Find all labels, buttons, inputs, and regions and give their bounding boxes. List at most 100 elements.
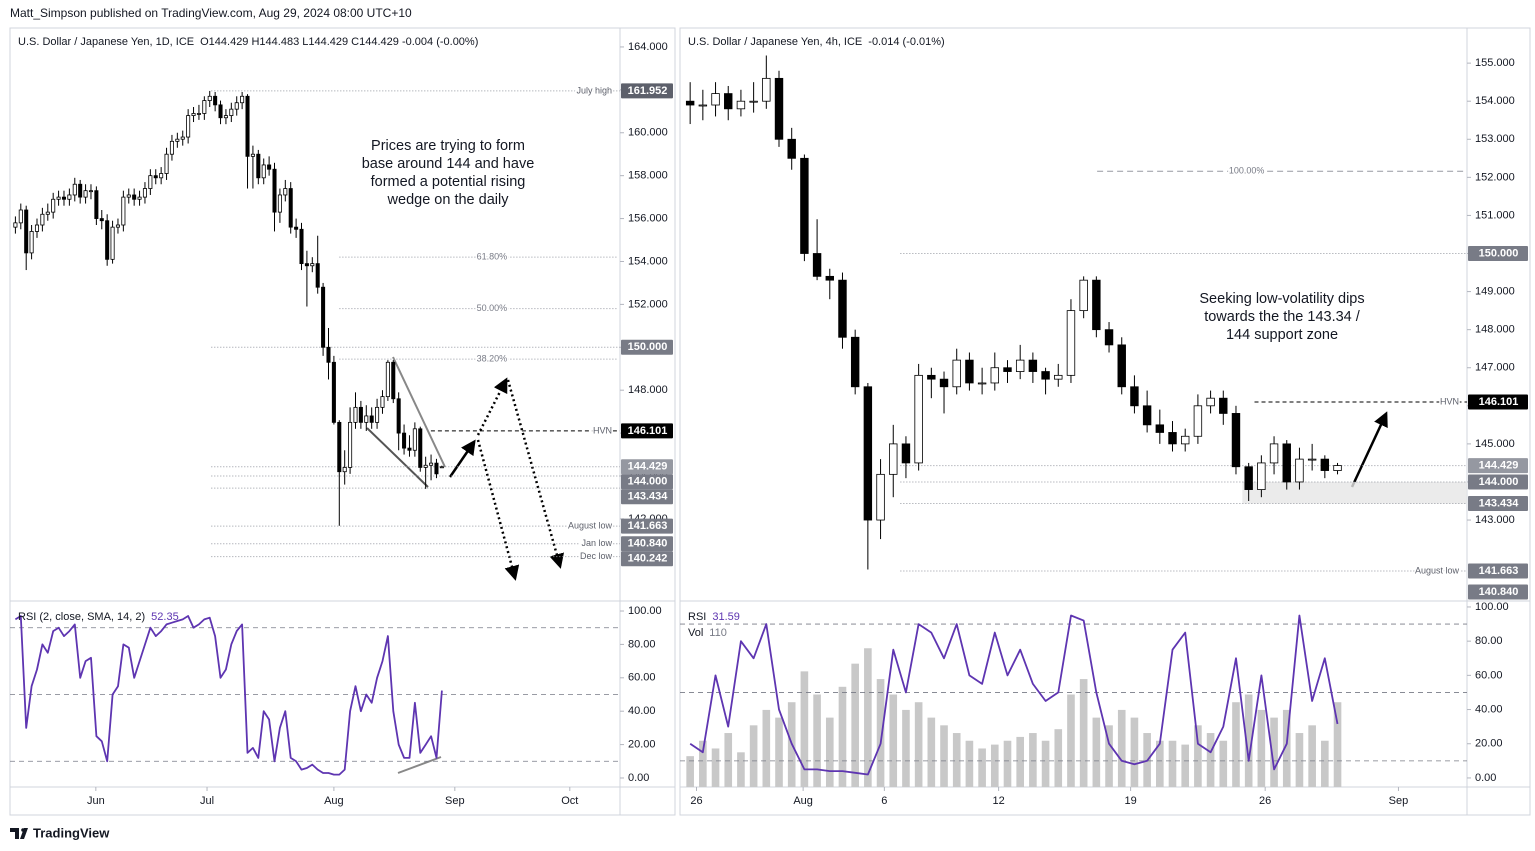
candle-body: [774, 77, 784, 140]
volume-bar: [737, 752, 745, 787]
candle-body: [1054, 374, 1063, 380]
candle-body: [1041, 371, 1050, 380]
x-tick-label: Jul: [200, 795, 214, 807]
candle-body: [29, 231, 34, 254]
candle-body: [94, 190, 99, 219]
candle-body: [34, 224, 40, 232]
volume-bar: [990, 744, 999, 787]
volume-bar: [952, 733, 961, 787]
left-frame: [9, 27, 676, 816]
volume-bar: [1232, 702, 1240, 787]
candle-body: [396, 398, 401, 434]
price-tag-label: 146.101: [628, 425, 668, 437]
y-tick-label: 151.000: [1475, 209, 1515, 221]
candle-body: [61, 196, 67, 200]
candle-body: [364, 415, 369, 423]
x-tick-label: Aug: [793, 795, 813, 807]
price-tag: [1468, 458, 1528, 474]
candle-body: [283, 188, 288, 196]
rsi-tick-label: 100.00: [1475, 601, 1509, 613]
price-tag: [1468, 246, 1528, 262]
candle-body: [132, 194, 137, 200]
candle-body: [1130, 386, 1139, 407]
wedge-line: [366, 427, 429, 488]
volume-bar: [1079, 679, 1088, 787]
volume-bar: [1092, 717, 1101, 787]
arrow: [448, 439, 476, 478]
arrow: [1350, 411, 1388, 488]
candle-body: [1155, 424, 1165, 433]
price-tag-label: 144.429: [1479, 460, 1519, 472]
candle-body: [121, 196, 126, 226]
volume-bar: [762, 709, 771, 787]
volume-bar: [1029, 733, 1037, 787]
volume-bar: [825, 717, 834, 787]
drawings: [366, 356, 1388, 774]
level-name: HVN: [1440, 396, 1459, 406]
level-name: July high: [576, 85, 612, 95]
candle-body: [736, 100, 746, 110]
right-frame: [679, 27, 1531, 816]
y-tick-label: 153.000: [1475, 133, 1515, 145]
candle-body: [418, 428, 423, 468]
price-tag-label: 141.663: [1479, 565, 1519, 577]
annotation: base around 144 and have: [362, 156, 535, 172]
candle-body: [234, 102, 239, 110]
candle-body: [78, 183, 83, 198]
candle-body: [952, 359, 961, 388]
rsi-tick-label: 80.00: [1475, 635, 1503, 647]
volume-bar: [889, 694, 898, 787]
candle-body: [304, 263, 309, 267]
volume-bar: [1156, 740, 1164, 787]
volume-bar: [914, 702, 923, 787]
volume-bar: [1067, 694, 1075, 787]
annotation: 144 support zone: [1226, 327, 1338, 343]
candle-body: [1320, 458, 1330, 471]
candle-body: [299, 228, 304, 265]
volume-bar: [1054, 729, 1063, 787]
volume-bar: [724, 733, 733, 787]
volume-bar: [1130, 717, 1139, 787]
candle-body: [18, 209, 23, 224]
candle-body: [434, 462, 439, 475]
candle-body: [800, 157, 809, 254]
volume-bar: [864, 648, 872, 787]
volume-bar: [838, 686, 847, 787]
divergence-line: [397, 756, 442, 774]
candle-body: [1231, 413, 1241, 468]
price-tag-label: 161.952: [628, 85, 668, 97]
support-zone: [1242, 481, 1467, 504]
candle-body: [749, 100, 758, 103]
candle-body: [812, 253, 822, 277]
y-tick-label: 152.000: [628, 298, 668, 310]
candle-body: [142, 188, 147, 198]
price-tag-label: 140.840: [628, 538, 668, 550]
candle-body: [321, 286, 326, 348]
candle-body: [1282, 443, 1291, 483]
candle-body: [1028, 359, 1038, 372]
volume-bar: [749, 725, 758, 787]
candle-body: [277, 194, 282, 213]
rsi-legend-value: 31.59: [712, 611, 740, 623]
candle-body: [1244, 466, 1253, 490]
candle-body: [1092, 279, 1101, 331]
candle-body: [207, 95, 212, 101]
candle-body: [965, 359, 974, 384]
candle-body: [110, 226, 115, 260]
candle-body: [876, 473, 885, 521]
volume-bar: [699, 740, 707, 787]
volume-bar: [851, 663, 859, 787]
price-tag-label: 144.000: [1479, 476, 1519, 488]
price-tag: [1468, 563, 1528, 579]
annotation: Seeking low-volatility dips: [1199, 291, 1364, 307]
candle-body: [380, 396, 385, 408]
rsi-line: [689, 614, 1339, 776]
price-tag-label: 143.434: [628, 491, 669, 503]
candle-body: [1295, 458, 1304, 483]
price-tag: [621, 489, 673, 505]
candle-body: [40, 213, 45, 226]
candle-body: [202, 100, 207, 114]
candle-body: [1269, 443, 1279, 464]
price-tag-label: 144.000: [628, 476, 668, 488]
level-name: August low: [1415, 565, 1460, 575]
